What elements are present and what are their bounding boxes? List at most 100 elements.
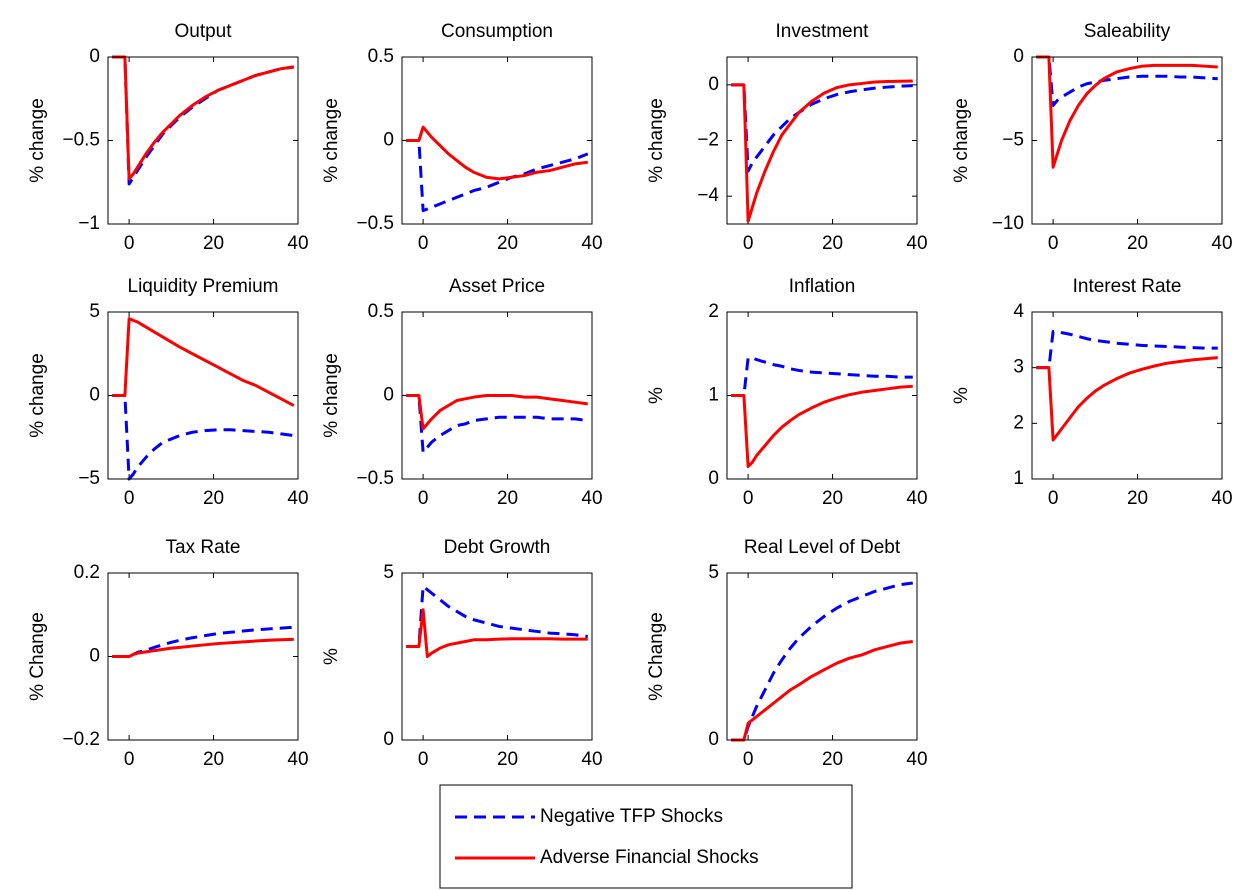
y-axis-label: % change [646, 98, 667, 183]
y-tick-label: 5 [383, 562, 394, 583]
plot-area [727, 312, 917, 479]
y-tick-label: 0 [89, 646, 100, 667]
y-axis-label: % Change [646, 612, 667, 701]
axes-frame [726, 572, 918, 741]
x-tick-label: 20 [203, 749, 224, 770]
axes-frame [1031, 56, 1223, 225]
y-tick-label: 0.5 [368, 46, 394, 67]
y-axis-label: % [646, 387, 667, 404]
y-tick-label: −0.2 [62, 729, 100, 750]
x-tick-label: 20 [203, 488, 224, 509]
series-line [406, 394, 588, 454]
axes-frame [107, 572, 299, 741]
x-tick-label: 0 [124, 488, 135, 509]
y-tick-label: 0 [708, 729, 719, 750]
panel-title: Liquidity Premium [128, 276, 279, 297]
series-line [112, 637, 294, 658]
x-tick-label: 0 [418, 488, 429, 509]
panel-title: Interest Rate [1073, 276, 1182, 297]
y-tick-label: −5 [78, 468, 100, 489]
series-line [731, 79, 913, 223]
legend-label: Negative TFP Shocks [540, 806, 723, 827]
y-tick-label: −2 [697, 130, 719, 151]
panel-title: Debt Growth [444, 537, 551, 558]
plot-area [727, 57, 917, 224]
series-line [731, 356, 913, 397]
axes-frame [726, 56, 918, 225]
x-tick-label: 20 [822, 749, 843, 770]
panel-title: Output [174, 21, 232, 42]
panel-title: Asset Price [449, 276, 545, 297]
axes-frame [107, 311, 299, 480]
series-line [1036, 356, 1218, 442]
x-tick-label: 40 [906, 749, 927, 770]
y-tick-label: 0.5 [368, 301, 394, 322]
y-axis-label: % change [27, 98, 48, 183]
x-tick-label: 40 [581, 749, 602, 770]
series-line [406, 394, 588, 431]
x-tick-label: 40 [287, 749, 308, 770]
y-tick-label: 2 [1013, 412, 1024, 433]
x-tick-label: 40 [1211, 488, 1232, 509]
y-tick-label: −10 [992, 213, 1024, 234]
plot-area [727, 573, 917, 740]
x-tick-label: 40 [581, 488, 602, 509]
series-line [406, 608, 588, 658]
x-tick-label: 0 [743, 233, 754, 254]
axes-frame [401, 56, 593, 225]
y-tick-label: 4 [1013, 301, 1024, 322]
x-tick-label: 20 [1127, 488, 1148, 509]
x-tick-label: 0 [1048, 233, 1059, 254]
y-tick-label: 0 [708, 468, 719, 489]
y-tick-label: 0 [383, 729, 394, 750]
plot-area [402, 57, 592, 224]
x-tick-label: 40 [287, 233, 308, 254]
panel-title: Tax Rate [166, 537, 241, 558]
y-tick-label: −0.5 [356, 213, 394, 234]
legend-box [439, 784, 853, 889]
axes-frame [107, 56, 299, 225]
y-tick-label: −1 [78, 213, 100, 234]
panel-title: Real Level of Debt [744, 537, 901, 558]
plot-area [402, 573, 592, 740]
x-tick-label: 40 [581, 233, 602, 254]
axes-frame [401, 311, 593, 480]
panel-title: Inflation [789, 276, 856, 297]
x-tick-label: 20 [497, 233, 518, 254]
plot-area [108, 312, 298, 479]
x-tick-label: 0 [418, 233, 429, 254]
y-axis-label: % change [951, 98, 972, 183]
x-tick-label: 40 [1211, 233, 1232, 254]
y-axis-label: % change [321, 353, 342, 438]
y-axis-label: % change [27, 353, 48, 438]
x-tick-label: 0 [124, 749, 135, 770]
y-tick-label: −4 [697, 185, 719, 206]
series-line [406, 584, 588, 648]
y-tick-label: −5 [1002, 130, 1024, 151]
x-tick-label: 20 [1127, 233, 1148, 254]
series-line [112, 317, 295, 407]
panel-title: Consumption [441, 21, 553, 42]
x-tick-label: 0 [743, 749, 754, 770]
y-tick-label: 1 [1013, 468, 1024, 489]
y-tick-label: 3 [1013, 357, 1024, 378]
y-axis-label: % [951, 387, 972, 404]
series-line [112, 394, 294, 481]
y-axis-label: % [321, 648, 342, 665]
series-line [1036, 329, 1218, 370]
axes-frame [726, 311, 918, 480]
y-tick-label: −0.5 [62, 130, 100, 151]
x-tick-label: 20 [497, 488, 518, 509]
plot-area [1032, 57, 1222, 224]
axes-frame [401, 572, 593, 741]
y-tick-label: 0 [1013, 46, 1024, 67]
x-tick-label: 0 [1048, 488, 1059, 509]
x-tick-label: 0 [124, 233, 135, 254]
y-tick-label: −0.5 [356, 468, 394, 489]
series-line [112, 55, 294, 181]
y-tick-label: 0.2 [74, 562, 100, 583]
y-tick-label: 0 [89, 46, 100, 67]
panel-title: Saleability [1084, 21, 1171, 42]
x-tick-label: 0 [418, 749, 429, 770]
y-tick-label: 0 [383, 385, 394, 406]
